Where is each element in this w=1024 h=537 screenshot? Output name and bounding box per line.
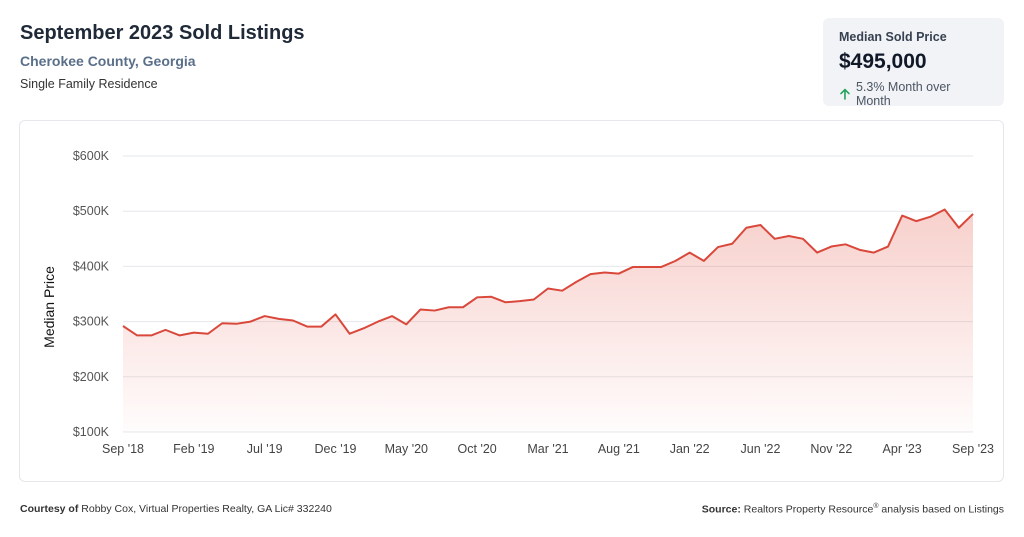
- area-fill: [123, 209, 973, 432]
- y-tick-label: $200K: [73, 370, 110, 384]
- y-tick-label: $500K: [73, 204, 110, 218]
- x-tick-label: Jun '22: [741, 442, 781, 456]
- x-tick-label: Feb '19: [173, 442, 214, 456]
- x-tick-label: Nov '22: [810, 442, 852, 456]
- property-type-label: Single Family Residence: [20, 77, 158, 91]
- source-note: Source: Realtors Property Resource® anal…: [702, 503, 1004, 516]
- x-tick-label: Dec '19: [315, 442, 357, 456]
- median-price-card: Median Sold Price $495,000 5.3% Month ov…: [823, 18, 1004, 108]
- x-tick-label: Aug '21: [598, 442, 640, 456]
- source-mark: ®: [873, 503, 879, 510]
- chart-card: $100K $200K $300K $400K $500K $600K Sep '18 Fe…: [19, 120, 1004, 482]
- y-tick-label: $300K: [73, 315, 110, 329]
- x-tick-label: Apr '23: [883, 442, 922, 456]
- source-label: Source:: [701, 503, 741, 516]
- x-tick-label: May '20: [385, 442, 428, 456]
- x-tick-label: Mar '21: [527, 442, 568, 456]
- y-tick-label: $600K: [73, 149, 110, 163]
- source-brand: Realtors Property Resource: [743, 503, 874, 516]
- courtesy-text: Robby Cox, Virtual Properties Realty, GA…: [81, 503, 332, 515]
- source-text: analysis based on Listings: [881, 503, 1004, 516]
- courtesy-label: Courtesy of: [20, 503, 79, 515]
- kpi-change-text: 5.3% Month over Month: [855, 80, 951, 108]
- page-title: September 2023 Sold Listings: [20, 22, 305, 44]
- x-tick-label: Jul '19: [247, 442, 283, 456]
- x-tick-label: Jan '22: [670, 442, 710, 456]
- x-tick-label: Sep '18: [102, 442, 144, 456]
- y-tick-label: $100K: [73, 425, 110, 439]
- arrow-up-icon: [840, 88, 850, 100]
- location-subtitle: Cherokee County, Georgia: [20, 53, 196, 69]
- kpi-value: $495,000: [839, 50, 927, 73]
- kpi-change: 5.3% Month over Month: [839, 80, 988, 108]
- kpi-label: Median Sold Price: [839, 30, 947, 44]
- courtesy-note: Courtesy of Robby Cox, Virtual Propertie…: [20, 503, 332, 515]
- x-tick-label: Oct '20: [458, 442, 497, 456]
- price-chart: $100K $200K $300K $400K $500K $600K Sep '18 Fe…: [41, 149, 994, 456]
- series-line: [122, 208, 974, 337]
- x-tick-label: Sep '23: [952, 442, 994, 456]
- y-tick-label: $400K: [73, 259, 110, 273]
- y-axis-label: Median Price: [41, 266, 57, 348]
